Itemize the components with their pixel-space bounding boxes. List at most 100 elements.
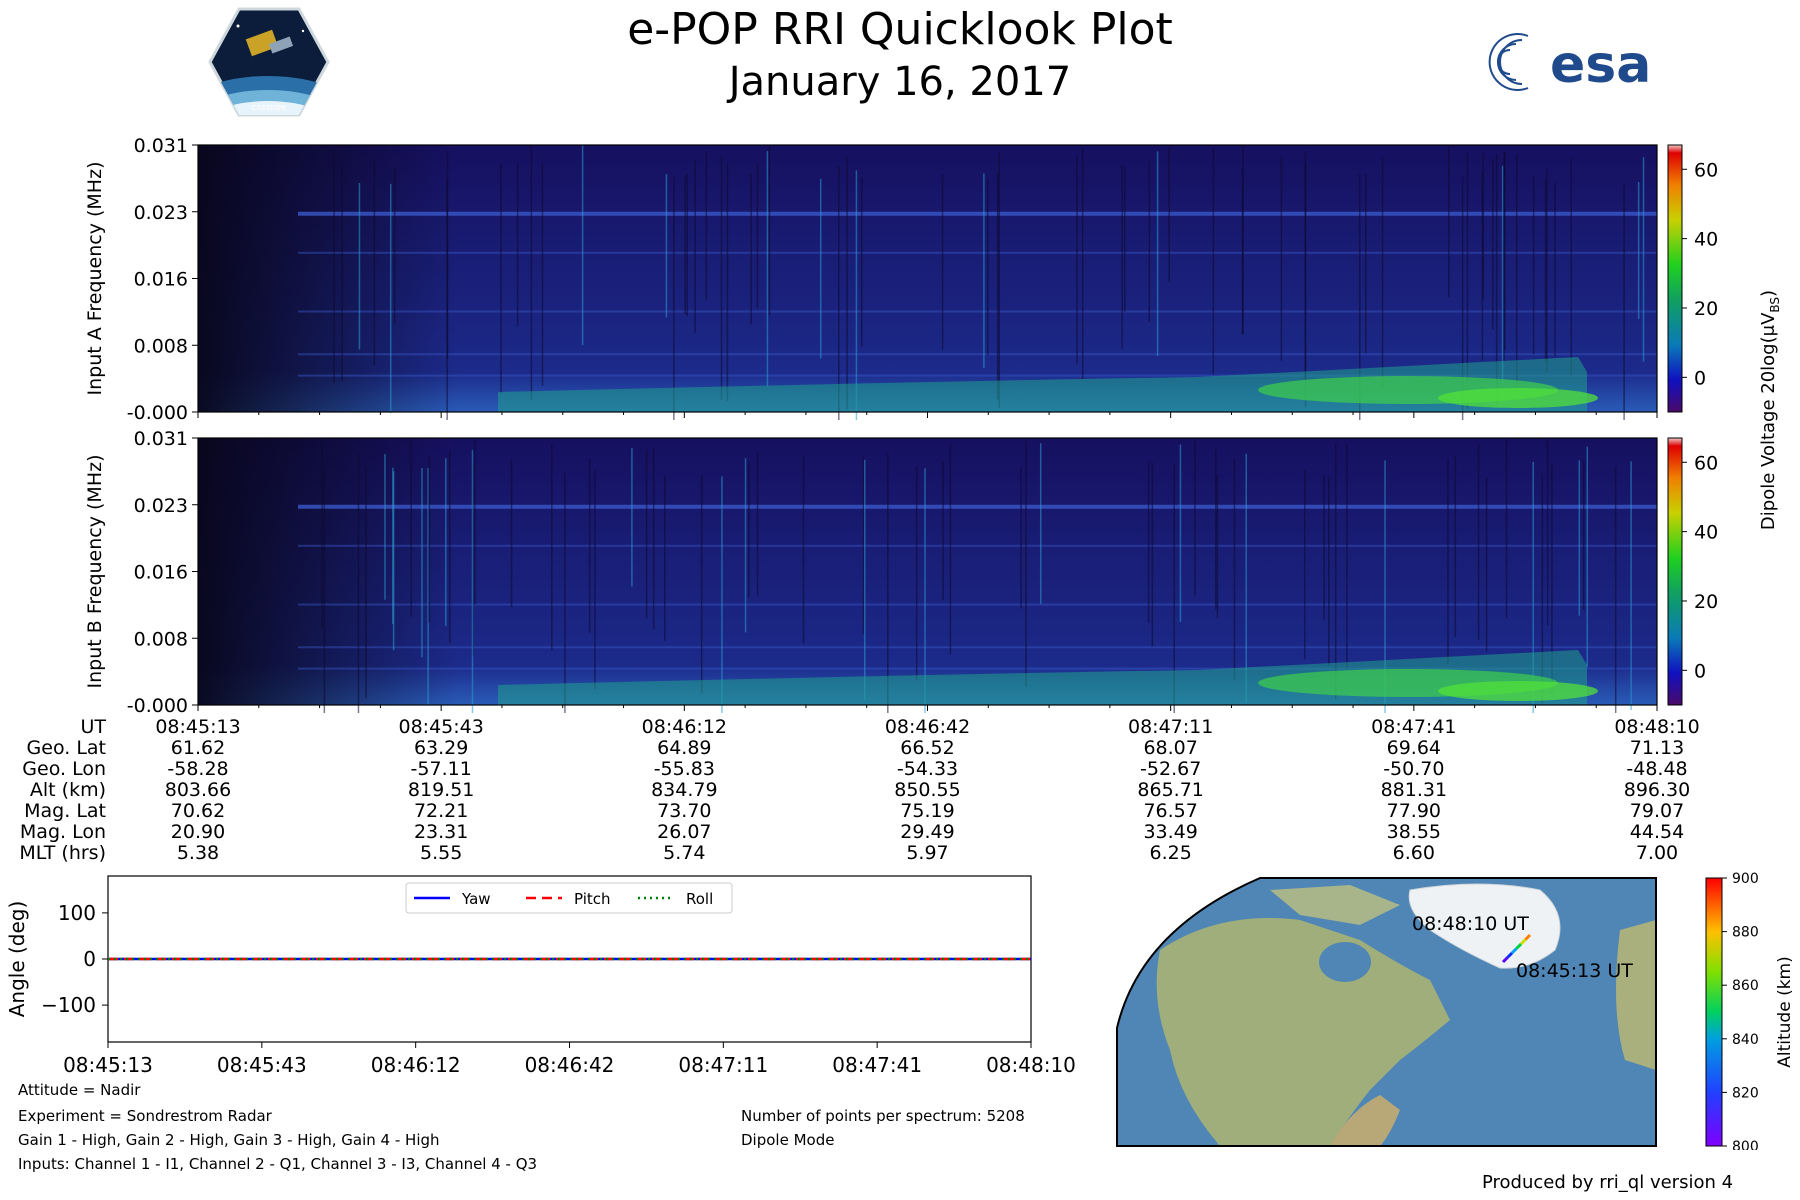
x-tick-label: 08:47:11 [678, 1053, 768, 1077]
spectrogram-streak [1384, 460, 1386, 713]
spectrogram-streak [594, 470, 596, 690]
spectrogram-streak [421, 468, 423, 658]
spectrogram-streak [1233, 457, 1236, 680]
ephemeris-value: 73.70 [657, 800, 712, 822]
spectrogram-streak [1168, 147, 1170, 282]
spectrogram-streak [1505, 439, 1508, 619]
spectrogram-streak [721, 476, 723, 713]
spectrogram-streak [1447, 458, 1449, 664]
spectrogram-streak [1461, 176, 1464, 420]
spectrogram-streak [1358, 174, 1361, 420]
spectrogram-streak [673, 176, 675, 420]
spectrogram-streak [1614, 466, 1617, 713]
mode-info: Dipole Mode [741, 1131, 835, 1149]
spectrogram-streak [333, 147, 335, 383]
y-tick-label: 0.023 [134, 202, 188, 224]
colorbar-tick-label: 60 [1694, 452, 1718, 474]
ephemeris-value: 850.55 [894, 779, 961, 801]
spectrogram-streak [802, 455, 805, 644]
spectrogram-streak [720, 156, 723, 400]
spectrogram-streak [1346, 444, 1348, 670]
ephemeris-value: -58.28 [167, 758, 229, 780]
colorbar-tick-label: 20 [1694, 591, 1718, 613]
spectrogram-streak [1481, 170, 1484, 361]
ephemeris-value: 71.13 [1629, 737, 1685, 759]
spectrogram-streak [1492, 158, 1494, 330]
footer-credit: Produced by rri_ql version 4 [1482, 1172, 1734, 1193]
y-axis-label: Angle (deg) [5, 901, 29, 1018]
spectrogram-streak [1570, 158, 1572, 376]
spectrogram-streak [428, 457, 431, 623]
land-europe [1616, 920, 1656, 1070]
spectrogram-streak [1482, 153, 1485, 300]
ephemeris-value: 6.60 [1392, 842, 1435, 864]
ephemeris-value: 803.66 [164, 779, 232, 801]
y-axis-label: Input B Frequency (MHz) [84, 455, 106, 689]
spectrogram-streak [744, 458, 747, 633]
spectrogram-streak [1623, 182, 1625, 420]
ephemeris-value: 61.62 [170, 737, 226, 759]
colorbar-tick-label: 0 [1694, 660, 1706, 682]
spectrogram-streak [887, 453, 889, 713]
spectrogram-streak [1630, 461, 1632, 711]
y-tick-label: 0.031 [134, 428, 188, 450]
spectrogram-streak [392, 467, 394, 625]
spectrogram-streak [645, 449, 648, 619]
emission-band [298, 310, 1657, 313]
spectrogram-streak [1495, 153, 1498, 406]
spectrogram-streak [1076, 154, 1078, 364]
ephemeris-value: 44.54 [1629, 821, 1685, 843]
y-tick-label: 100 [58, 901, 96, 925]
colorbar-tick-label: 840 [1732, 1032, 1759, 1048]
spectrogram-streak [1215, 449, 1217, 610]
spectrogram-streak [1381, 157, 1384, 390]
x-tick-label: 08:46:42 [525, 1053, 615, 1077]
ephemeris-row-label: Geo. Lon [22, 758, 106, 780]
spectrogram-streak [846, 156, 848, 410]
ephemeris-row-label: Geo. Lat [26, 737, 106, 759]
legend-label: Roll [686, 890, 713, 908]
spectrogram-streak [756, 451, 759, 596]
spectrogram-streak [1637, 182, 1640, 319]
ephemeris-value: -55.83 [653, 758, 715, 780]
spectrogram-streak [1532, 461, 1534, 713]
ephemeris-value: 08:46:42 [884, 716, 971, 738]
ephemeris-value: 08:45:13 [155, 716, 241, 738]
spectrogram-dark-region [198, 145, 458, 412]
ephemeris-value: -57.11 [410, 758, 472, 780]
colorbar-tick-label: 900 [1732, 871, 1759, 887]
intense-emission [1438, 681, 1598, 701]
orbit-end-label: 08:48:10 UT [1412, 913, 1529, 935]
map-frame [1116, 877, 1657, 1147]
hudson-bay [1319, 942, 1371, 982]
y-tick-label: 0.023 [134, 495, 188, 517]
spectrogram-streak [838, 166, 840, 420]
ephemeris-value: -54.33 [896, 758, 959, 780]
x-tick-label: 08:47:41 [832, 1053, 922, 1077]
spectrogram-streak [924, 468, 926, 713]
spectrogram-streak [1124, 167, 1126, 312]
land-north-america [1156, 918, 1450, 1146]
spectrogram-streak [1242, 145, 1244, 335]
orbit-start-label: 08:45:13 UT [1516, 960, 1633, 982]
spectrogram-streak [1304, 163, 1307, 408]
spectrogram-streak [1020, 465, 1022, 609]
spectrogram-streak [1148, 160, 1151, 322]
colorbar-tick-label: 60 [1694, 159, 1718, 181]
spectrogram-streak [1532, 176, 1535, 355]
orbit-track-segment [1510, 947, 1518, 955]
emission-band [298, 646, 1657, 649]
spectrogram-streak [862, 457, 865, 634]
spectrogram-streak [748, 462, 750, 598]
orbit-track-segment [1519, 938, 1527, 946]
emission-band [298, 603, 1657, 606]
inputs-info: Inputs: Channel 1 - I1, Channel 2 - Q1, … [18, 1155, 538, 1173]
spectrogram-streak [500, 162, 502, 393]
legend-box [405, 882, 733, 914]
spectrogram-streak [1212, 148, 1215, 375]
y-tick-label: 0.008 [134, 335, 188, 357]
spectrogram-streak [321, 442, 323, 628]
x-tick-label: 08:46:12 [371, 1053, 461, 1077]
ephemeris-value: 79.07 [1629, 800, 1685, 822]
spectrogram-streak [1151, 462, 1154, 647]
